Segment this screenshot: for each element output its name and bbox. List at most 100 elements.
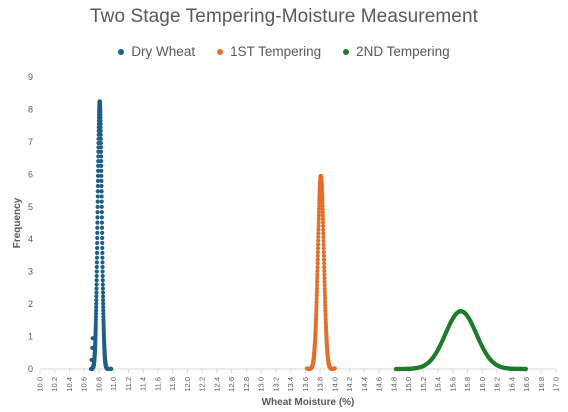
data-point xyxy=(322,279,327,284)
data-point xyxy=(95,183,101,189)
data-point xyxy=(314,286,320,291)
x-tick-label: 15.6 xyxy=(448,377,457,392)
legend-swatch-dry-wheat xyxy=(118,48,125,55)
data-point-outlier xyxy=(515,366,520,371)
data-point xyxy=(94,250,100,255)
x-tick-label: 13.8 xyxy=(316,377,325,392)
data-point xyxy=(322,276,327,281)
series-1 xyxy=(304,173,337,372)
data-point xyxy=(93,317,99,322)
data-point xyxy=(94,298,99,303)
data-point xyxy=(98,121,103,127)
legend-label-1st-tempering: 1ST Tempering xyxy=(230,44,322,59)
legend-item-dry-wheat: Dry Wheat xyxy=(118,44,195,59)
x-tick-label: 14.4 xyxy=(360,377,369,392)
data-point xyxy=(101,308,106,313)
data-point xyxy=(98,125,103,130)
y-tick-label: 7 xyxy=(28,137,33,147)
data-point xyxy=(99,168,104,173)
data-point xyxy=(316,216,321,222)
data-point xyxy=(94,301,99,306)
x-tick-label: 12.6 xyxy=(227,377,236,392)
x-tick-label: 15.0 xyxy=(404,377,413,392)
x-tick-label: 11.2 xyxy=(124,377,133,391)
x-tick-label: 17.0 xyxy=(552,377,561,392)
data-point xyxy=(99,210,104,215)
data-point xyxy=(96,158,101,164)
y-tick-label: 1 xyxy=(28,332,33,342)
y-tick-label: 3 xyxy=(28,267,33,277)
data-point xyxy=(94,255,100,260)
x-tick-label: 13.2 xyxy=(271,377,280,392)
data-point xyxy=(320,216,326,222)
data-point xyxy=(323,299,328,305)
data-point xyxy=(100,235,105,241)
data-point xyxy=(95,189,100,194)
data-point xyxy=(98,128,103,134)
data-point xyxy=(95,173,101,178)
x-tick-label: 10.0 xyxy=(36,377,45,392)
data-point xyxy=(320,200,325,206)
data-point xyxy=(316,213,321,218)
data-point xyxy=(321,234,326,240)
data-point xyxy=(100,273,105,279)
data-point xyxy=(100,250,105,255)
data-point xyxy=(95,240,100,246)
x-tick-label: 13.4 xyxy=(286,377,295,392)
data-point xyxy=(101,311,106,316)
data-point xyxy=(315,249,320,255)
data-point xyxy=(95,225,100,230)
data-point-outlier xyxy=(90,336,95,341)
data-point xyxy=(100,294,106,299)
data-point xyxy=(96,168,101,173)
data-point xyxy=(315,279,320,284)
data-point xyxy=(95,235,100,241)
chart-title: Two Stage Tempering-Moisture Measurement xyxy=(89,6,479,27)
x-tick-label: 16.6 xyxy=(522,377,531,392)
x-tick-label: 16.2 xyxy=(493,377,502,392)
data-point xyxy=(322,268,327,273)
data-point xyxy=(100,290,106,295)
y-tick-label: 6 xyxy=(28,169,33,179)
data-point xyxy=(94,269,99,274)
series-0 xyxy=(88,99,114,372)
data-point xyxy=(316,234,321,240)
data-point xyxy=(321,253,326,258)
data-point xyxy=(315,257,320,262)
y-tick-label: 4 xyxy=(28,234,33,244)
data-point xyxy=(316,220,321,225)
data-point xyxy=(101,298,106,303)
data-point xyxy=(321,246,326,251)
data-point xyxy=(321,223,326,229)
data-point xyxy=(94,286,99,291)
x-tick-label: 15.2 xyxy=(419,377,428,392)
data-point xyxy=(99,163,104,169)
data-point xyxy=(320,213,325,218)
series-2 xyxy=(393,309,529,372)
data-point xyxy=(99,199,104,204)
x-tick-label: 13.0 xyxy=(257,377,266,392)
x-tick-label: 12.4 xyxy=(212,377,221,392)
data-point xyxy=(94,264,99,270)
legend: Dry Wheat 1ST Tempering 2ND Tempering xyxy=(0,44,568,59)
data-point xyxy=(101,314,106,320)
data-point xyxy=(321,257,327,262)
data-point xyxy=(314,290,319,295)
x-tick-label: 16.4 xyxy=(507,377,516,392)
data-point xyxy=(95,204,100,210)
data-point xyxy=(99,194,104,199)
data-point xyxy=(315,276,320,281)
data-point xyxy=(322,272,327,277)
data-point xyxy=(314,308,319,314)
data-point xyxy=(315,272,320,277)
data-point xyxy=(320,220,326,225)
data-point xyxy=(100,245,105,251)
data-point xyxy=(315,265,320,270)
data-point-outlier xyxy=(304,366,309,371)
data-point xyxy=(523,366,529,372)
data-point xyxy=(315,268,320,273)
x-tick-label: 10.2 xyxy=(50,377,59,392)
data-point xyxy=(94,308,99,313)
data-point xyxy=(316,231,321,236)
